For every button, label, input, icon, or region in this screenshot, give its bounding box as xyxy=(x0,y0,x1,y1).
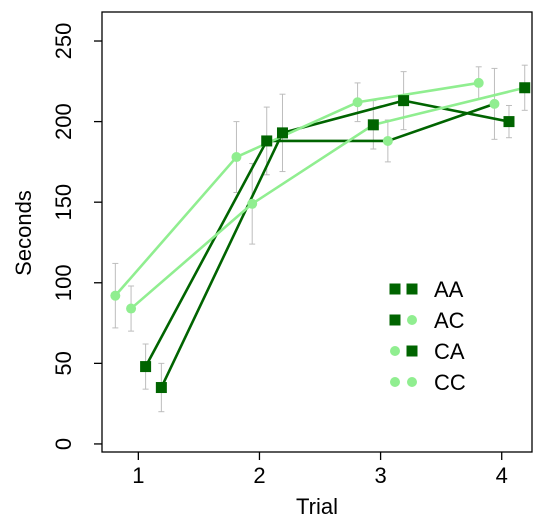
legend: AA AC CA CC xyxy=(389,277,466,395)
data-point-aa-2 xyxy=(276,127,288,139)
legend-marker-ac-a xyxy=(389,314,401,326)
x-tick-label-2: 2 xyxy=(253,463,265,488)
x-tick-label-4: 4 xyxy=(496,463,508,488)
data-point-ac-1 xyxy=(140,361,152,373)
series-markers xyxy=(110,77,531,394)
data-point-aa-4 xyxy=(503,116,515,128)
y-tick-label-50: 50 xyxy=(51,351,76,375)
legend-label-ca: CA xyxy=(434,339,465,364)
y-axis: 0 50 100 150 200 250 xyxy=(51,23,102,450)
legend-marker-cc-b xyxy=(407,377,417,387)
data-point-ca-3 xyxy=(367,119,379,131)
x-axis: 1 2 3 4 xyxy=(132,452,508,488)
series-line-ca xyxy=(130,86,526,310)
series-line-cc xyxy=(114,81,479,297)
y-tick-label-100: 100 xyxy=(51,264,76,301)
series-line-aa xyxy=(160,99,510,389)
data-point-ca-1 xyxy=(126,303,137,314)
series-lines xyxy=(114,81,526,389)
legend-marker-ca-a xyxy=(390,346,400,356)
plot-frame xyxy=(101,11,533,453)
x-tick-label-3: 3 xyxy=(374,463,386,488)
legend-marker-aa-b xyxy=(406,283,418,295)
y-tick-label-250: 250 xyxy=(51,23,76,60)
legend-marker-aa-a xyxy=(389,283,401,295)
data-point-cc-3 xyxy=(352,97,363,108)
data-point-ca-2 xyxy=(247,198,258,209)
data-point-ac-4 xyxy=(489,98,500,109)
legend-marker-ca-b xyxy=(406,345,418,357)
x-tick-label-1: 1 xyxy=(132,463,144,488)
data-point-aa-1 xyxy=(155,382,167,394)
legend-marker-ac-b xyxy=(407,315,417,325)
legend-marker-cc-a xyxy=(390,377,400,387)
y-axis-title: Seconds xyxy=(11,190,36,276)
legend-label-ac: AC xyxy=(434,308,465,333)
x-axis-title: Trial xyxy=(296,494,338,519)
legend-label-cc: CC xyxy=(434,370,466,395)
y-tick-label-150: 150 xyxy=(51,184,76,221)
data-point-ca-4 xyxy=(519,82,531,94)
data-point-cc-1 xyxy=(110,290,121,301)
y-tick-label-200: 200 xyxy=(51,103,76,140)
series-line-ac xyxy=(144,102,495,368)
data-point-ac-2 xyxy=(261,135,273,147)
data-point-ac-3 xyxy=(382,135,393,146)
y-tick-label-0: 0 xyxy=(51,438,76,450)
data-point-cc-2 xyxy=(231,152,242,163)
legend-label-aa: AA xyxy=(434,277,464,302)
data-point-aa-3 xyxy=(398,95,410,107)
data-point-cc-4 xyxy=(473,77,484,88)
